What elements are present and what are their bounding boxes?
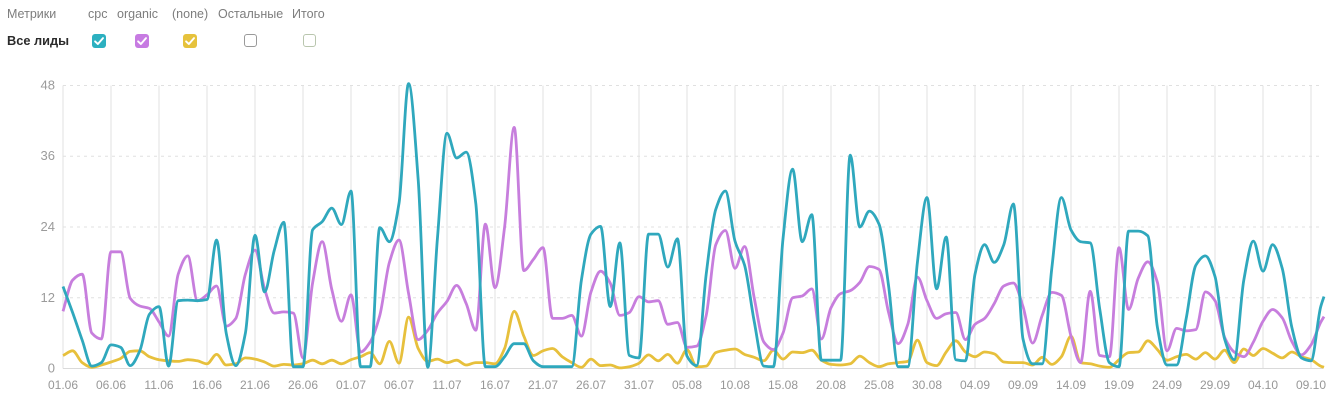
svg-text:06.06: 06.06 [96,378,126,392]
svg-text:14.09: 14.09 [1056,378,1086,392]
svg-text:15.08: 15.08 [768,378,798,392]
svg-text:21.07: 21.07 [528,378,558,392]
svg-text:24: 24 [41,219,55,234]
svg-text:09.10: 09.10 [1296,378,1326,392]
svg-text:0: 0 [48,361,55,376]
svg-text:48: 48 [41,78,55,93]
svg-text:31.07: 31.07 [624,378,654,392]
svg-text:10.08: 10.08 [720,378,750,392]
svg-text:11.07: 11.07 [432,378,461,392]
svg-text:16.06: 16.06 [192,378,222,392]
svg-text:21.06: 21.06 [240,378,270,392]
svg-text:30.08: 30.08 [912,378,942,392]
svg-text:19.09: 19.09 [1104,378,1134,392]
svg-text:11.06: 11.06 [144,378,173,392]
svg-text:09.09: 09.09 [1008,378,1038,392]
svg-text:01.07: 01.07 [336,378,366,392]
svg-text:04.10: 04.10 [1248,378,1278,392]
svg-text:26.06: 26.06 [288,378,318,392]
svg-text:20.08: 20.08 [816,378,846,392]
svg-text:06.07: 06.07 [384,378,414,392]
svg-text:26.07: 26.07 [576,378,606,392]
svg-text:04.09: 04.09 [960,378,990,392]
svg-text:05.08: 05.08 [672,378,702,392]
svg-text:24.09: 24.09 [1152,378,1182,392]
svg-text:16.07: 16.07 [480,378,510,392]
svg-text:01.06: 01.06 [48,378,78,392]
svg-text:29.09: 29.09 [1200,378,1230,392]
svg-text:12: 12 [41,290,55,305]
svg-text:36: 36 [41,148,55,163]
svg-text:25.08: 25.08 [864,378,894,392]
